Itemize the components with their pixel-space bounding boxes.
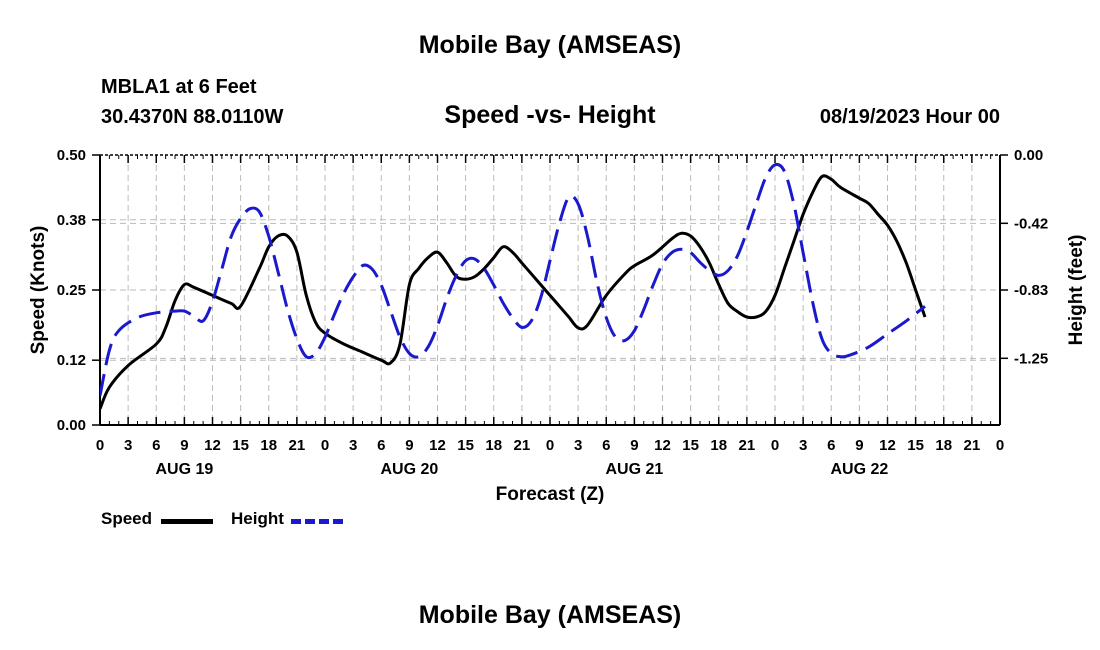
x-tick-label: 0 <box>96 437 104 454</box>
y-tick-label-right: -1.25 <box>1014 350 1048 367</box>
station-coords: 30.4370N 88.0110W <box>101 106 284 128</box>
x-day-label: AUG 20 <box>380 461 438 478</box>
x-tick-label: 9 <box>405 437 413 454</box>
x-tick-label: 6 <box>602 437 610 454</box>
x-tick-label: 0 <box>771 437 779 454</box>
x-tick-label: 21 <box>514 437 531 454</box>
y-axis-label-left: Speed (Knots) <box>28 226 49 355</box>
x-tick-label: 18 <box>485 437 502 454</box>
legend-speed-label: Speed <box>101 509 153 528</box>
x-tick-label: 21 <box>289 437 306 454</box>
station-label: MBLA1 at 6 Feet <box>101 76 257 98</box>
x-tick-label: 6 <box>827 437 835 454</box>
x-tick-label: 9 <box>855 437 863 454</box>
x-tick-label: 0 <box>996 437 1004 454</box>
x-tick-label: 0 <box>321 437 329 454</box>
speed-series-line <box>100 174 927 410</box>
y-tick-label-left: 0.00 <box>57 417 86 434</box>
x-tick-label: 12 <box>204 437 221 454</box>
x-tick-label: 9 <box>180 437 188 454</box>
x-tick-label: 12 <box>654 437 671 454</box>
x-tick-label: 18 <box>935 437 952 454</box>
footer-title: Mobile Bay (AMSEAS) <box>418 601 682 629</box>
y-tick-label-right: 0.00 <box>1014 147 1043 164</box>
x-tick-label: 18 <box>710 437 727 454</box>
x-day-label: AUG 21 <box>605 461 663 478</box>
y-tick-label-left: 0.12 <box>57 352 86 369</box>
x-tick-label: 9 <box>630 437 638 454</box>
y-tick-label-left: 0.38 <box>57 212 86 229</box>
y-tick-label-left: 0.50 <box>57 147 86 164</box>
legend-speed-swatch <box>161 519 213 524</box>
x-tick-label: 3 <box>799 437 807 454</box>
legend-height-swatch <box>291 519 343 524</box>
x-tick-label: 3 <box>124 437 132 454</box>
x-tick-label: 12 <box>429 437 446 454</box>
x-tick-label: 21 <box>739 437 756 454</box>
y-tick-label-left: 0.25 <box>57 282 86 299</box>
x-tick-label: 3 <box>349 437 357 454</box>
height-series-line <box>100 162 926 397</box>
x-tick-label: 15 <box>232 437 249 454</box>
x-tick-label: 3 <box>574 437 582 454</box>
x-tick-label: 0 <box>546 437 554 454</box>
x-tick-label: 12 <box>879 437 896 454</box>
x-day-label: AUG 22 <box>830 461 888 478</box>
x-tick-label: 15 <box>457 437 474 454</box>
x-tick-label: 18 <box>260 437 277 454</box>
y-tick-label-right: -0.83 <box>1014 282 1048 299</box>
legend-height-label: Height <box>231 509 284 528</box>
forecast-datetime: 08/19/2023 Hour 00 <box>819 106 1000 128</box>
y-tick-label-right: -0.42 <box>1014 215 1048 232</box>
chart-subtitle: Speed -vs- Height <box>444 101 656 129</box>
x-tick-label: 21 <box>964 437 981 454</box>
x-tick-label: 15 <box>682 437 699 454</box>
x-day-label: AUG 19 <box>155 461 213 478</box>
x-tick-label: 15 <box>907 437 924 454</box>
x-tick-label: 6 <box>377 437 385 454</box>
x-axis-label: Forecast (Z) <box>496 484 605 505</box>
chart-title: Mobile Bay (AMSEAS) <box>418 31 682 59</box>
y-axis-label-right: Height (feet) <box>1066 235 1087 346</box>
x-tick-label: 6 <box>152 437 160 454</box>
